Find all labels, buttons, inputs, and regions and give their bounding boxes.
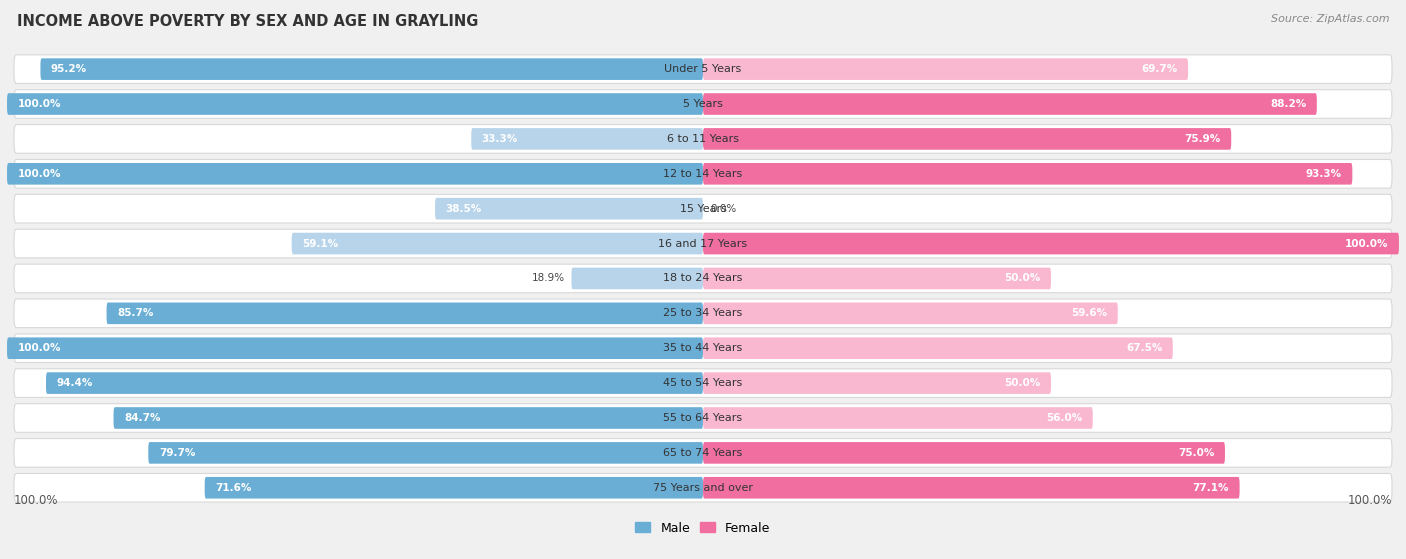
FancyBboxPatch shape [14,334,1392,363]
Text: 50.0%: 50.0% [1004,273,1040,283]
Text: 100.0%: 100.0% [17,169,60,179]
FancyBboxPatch shape [107,302,703,324]
Text: 93.3%: 93.3% [1306,169,1341,179]
FancyBboxPatch shape [14,404,1392,432]
FancyBboxPatch shape [703,407,1092,429]
FancyBboxPatch shape [14,195,1392,223]
Text: 16 and 17 Years: 16 and 17 Years [658,239,748,249]
Text: Under 5 Years: Under 5 Years [665,64,741,74]
FancyBboxPatch shape [41,58,703,80]
FancyBboxPatch shape [703,163,1353,184]
Text: 67.5%: 67.5% [1126,343,1163,353]
FancyBboxPatch shape [703,128,1232,150]
Text: 18.9%: 18.9% [531,273,564,283]
FancyBboxPatch shape [7,163,703,184]
FancyBboxPatch shape [14,439,1392,467]
Text: 0.0%: 0.0% [710,203,737,214]
FancyBboxPatch shape [703,372,1052,394]
Text: 25 to 34 Years: 25 to 34 Years [664,309,742,318]
Text: 59.6%: 59.6% [1071,309,1108,318]
FancyBboxPatch shape [7,93,703,115]
Text: 100.0%: 100.0% [17,99,60,109]
Text: 38.5%: 38.5% [446,203,482,214]
FancyBboxPatch shape [703,268,1052,289]
Text: 75 Years and over: 75 Years and over [652,483,754,493]
FancyBboxPatch shape [14,159,1392,188]
Text: 79.7%: 79.7% [159,448,195,458]
Text: 100.0%: 100.0% [17,343,60,353]
Text: 100.0%: 100.0% [1346,239,1389,249]
Text: 77.1%: 77.1% [1192,483,1229,493]
Text: 55 to 64 Years: 55 to 64 Years [664,413,742,423]
Text: 59.1%: 59.1% [302,239,339,249]
FancyBboxPatch shape [114,407,703,429]
Text: 95.2%: 95.2% [51,64,87,74]
FancyBboxPatch shape [14,55,1392,83]
Text: 84.7%: 84.7% [124,413,160,423]
FancyBboxPatch shape [14,125,1392,153]
FancyBboxPatch shape [46,372,703,394]
Text: 75.0%: 75.0% [1178,448,1215,458]
Text: 12 to 14 Years: 12 to 14 Years [664,169,742,179]
Text: 15 Years: 15 Years [679,203,727,214]
FancyBboxPatch shape [14,90,1392,119]
FancyBboxPatch shape [703,338,1173,359]
Text: 45 to 54 Years: 45 to 54 Years [664,378,742,388]
FancyBboxPatch shape [14,299,1392,328]
FancyBboxPatch shape [434,198,703,220]
Text: 33.3%: 33.3% [482,134,517,144]
FancyBboxPatch shape [703,233,1399,254]
FancyBboxPatch shape [703,442,1225,463]
FancyBboxPatch shape [471,128,703,150]
FancyBboxPatch shape [205,477,703,499]
Text: Source: ZipAtlas.com: Source: ZipAtlas.com [1271,14,1389,24]
Text: 100.0%: 100.0% [14,494,59,507]
FancyBboxPatch shape [703,58,1188,80]
Text: 75.9%: 75.9% [1184,134,1220,144]
Legend: Male, Female: Male, Female [630,517,776,539]
Text: 85.7%: 85.7% [117,309,153,318]
Text: 5 Years: 5 Years [683,99,723,109]
Text: INCOME ABOVE POVERTY BY SEX AND AGE IN GRAYLING: INCOME ABOVE POVERTY BY SEX AND AGE IN G… [17,14,478,29]
Text: 6 to 11 Years: 6 to 11 Years [666,134,740,144]
FancyBboxPatch shape [14,264,1392,293]
Text: 88.2%: 88.2% [1270,99,1306,109]
Text: 50.0%: 50.0% [1004,378,1040,388]
Text: 94.4%: 94.4% [56,378,93,388]
FancyBboxPatch shape [14,473,1392,502]
Text: 56.0%: 56.0% [1046,413,1083,423]
FancyBboxPatch shape [703,477,1240,499]
FancyBboxPatch shape [703,302,1118,324]
FancyBboxPatch shape [14,369,1392,397]
FancyBboxPatch shape [7,338,703,359]
Text: 100.0%: 100.0% [1347,494,1392,507]
FancyBboxPatch shape [291,233,703,254]
FancyBboxPatch shape [571,268,703,289]
Text: 35 to 44 Years: 35 to 44 Years [664,343,742,353]
FancyBboxPatch shape [14,229,1392,258]
FancyBboxPatch shape [703,93,1317,115]
Text: 69.7%: 69.7% [1142,64,1178,74]
Text: 65 to 74 Years: 65 to 74 Years [664,448,742,458]
Text: 18 to 24 Years: 18 to 24 Years [664,273,742,283]
FancyBboxPatch shape [148,442,703,463]
Text: 71.6%: 71.6% [215,483,252,493]
